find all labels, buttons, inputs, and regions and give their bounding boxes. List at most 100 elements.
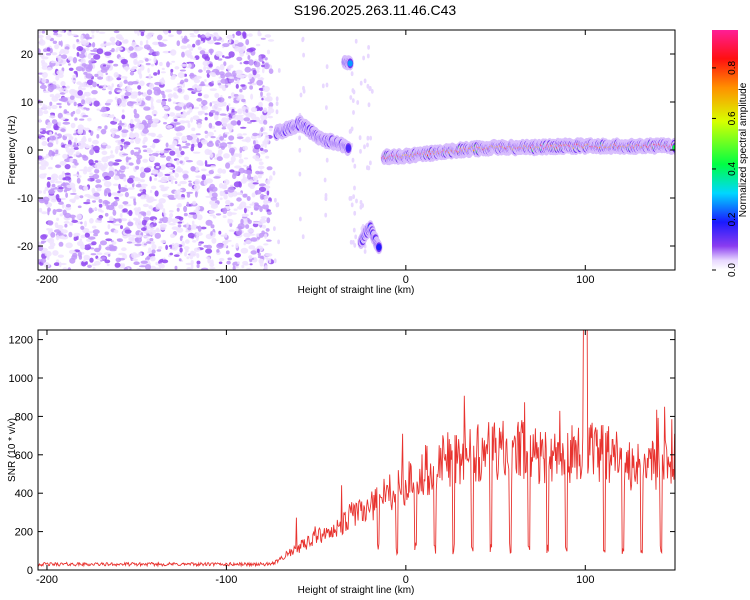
noise-blob bbox=[56, 224, 64, 229]
noise-blob bbox=[204, 160, 208, 166]
noise-blob bbox=[253, 144, 261, 150]
noise-blob bbox=[124, 191, 129, 198]
noise-blob bbox=[258, 106, 263, 112]
noise-blob bbox=[252, 132, 259, 137]
noise-blob bbox=[192, 240, 197, 243]
noise-blob bbox=[163, 113, 169, 120]
noise-blob bbox=[101, 165, 106, 172]
noise-blob bbox=[250, 237, 258, 242]
noise-blob bbox=[47, 142, 54, 148]
noise-blob bbox=[118, 252, 126, 256]
noise-blob bbox=[47, 177, 52, 180]
noise-blob bbox=[243, 157, 249, 160]
noise-blob bbox=[183, 73, 187, 77]
noise-blob bbox=[137, 206, 141, 213]
noise-blob bbox=[62, 49, 70, 55]
noise-blob bbox=[231, 190, 238, 197]
noise-blob bbox=[232, 265, 236, 270]
noise-blob bbox=[260, 114, 268, 121]
gap-streak bbox=[368, 86, 372, 91]
noise-blob bbox=[83, 130, 86, 135]
track-mid bbox=[345, 144, 351, 152]
noise-blob bbox=[257, 30, 261, 37]
noise-blob bbox=[142, 158, 149, 163]
noise-blob bbox=[93, 100, 100, 107]
noise-blob bbox=[228, 96, 232, 99]
gap-streak bbox=[298, 135, 301, 141]
noise-blob bbox=[121, 247, 127, 252]
noise-blob bbox=[53, 262, 60, 266]
noise-blob bbox=[67, 56, 74, 61]
noise-blob bbox=[195, 206, 201, 211]
noise-blob bbox=[246, 196, 251, 201]
noise-blob bbox=[191, 127, 196, 132]
noise-blob bbox=[96, 252, 103, 256]
gap-streak bbox=[299, 216, 302, 222]
noise-blob bbox=[214, 92, 220, 99]
noise-blob bbox=[205, 32, 211, 38]
noise-blob bbox=[170, 179, 174, 184]
noise-blob bbox=[64, 212, 72, 219]
noise-blob bbox=[73, 70, 78, 74]
noise-blob bbox=[73, 101, 77, 107]
noise-blob bbox=[153, 72, 158, 76]
noise-blob bbox=[86, 145, 93, 149]
noise-blob bbox=[241, 264, 245, 269]
gap-streak bbox=[325, 105, 328, 110]
noise-blob bbox=[43, 90, 50, 94]
gap-streak bbox=[351, 240, 355, 245]
xtick-label: 0 bbox=[403, 274, 409, 286]
noise-blob bbox=[145, 34, 153, 39]
noise-blob bbox=[102, 203, 106, 206]
noise-blob bbox=[133, 261, 140, 266]
track-mid bbox=[347, 60, 353, 67]
noise-blob bbox=[166, 61, 170, 68]
noise-blob bbox=[159, 184, 165, 189]
noise-blob bbox=[216, 156, 223, 162]
noise-blob bbox=[39, 84, 47, 90]
noise-blob bbox=[146, 210, 152, 216]
noise-blob bbox=[143, 136, 148, 143]
noise-blob bbox=[235, 266, 239, 269]
noise-blob bbox=[222, 207, 228, 214]
noise-blob bbox=[155, 51, 160, 56]
gap-streak bbox=[362, 55, 365, 61]
noise-blob bbox=[249, 85, 254, 90]
noise-blob bbox=[237, 48, 245, 53]
noise-blob bbox=[43, 110, 49, 115]
noise-blob bbox=[261, 97, 264, 101]
noise-blob bbox=[265, 253, 273, 257]
noise-blob bbox=[88, 236, 96, 240]
noise-blob bbox=[215, 50, 223, 57]
noise-blob bbox=[46, 255, 50, 261]
noise-blob bbox=[54, 222, 59, 229]
noise-blob bbox=[145, 95, 152, 101]
gap-streak bbox=[299, 92, 303, 98]
noise-blob bbox=[238, 158, 244, 164]
noise-blob bbox=[176, 207, 180, 212]
noise-blob bbox=[177, 72, 185, 79]
noise-blob bbox=[247, 173, 252, 180]
noise-blob bbox=[47, 189, 56, 195]
noise-blob bbox=[265, 228, 270, 232]
noise-blob bbox=[137, 85, 142, 90]
noise-blob bbox=[85, 73, 93, 79]
noise-blob bbox=[204, 79, 207, 82]
noise-blob bbox=[196, 137, 200, 144]
noise-blob bbox=[143, 106, 151, 111]
noise-blob bbox=[68, 249, 76, 254]
noise-blob bbox=[127, 221, 134, 227]
noise-blob bbox=[206, 141, 214, 147]
gap-streak bbox=[351, 88, 355, 93]
noise-blob bbox=[217, 107, 222, 111]
noise-blob bbox=[167, 93, 174, 99]
noise-blob bbox=[159, 43, 167, 47]
noise-blob bbox=[81, 40, 90, 46]
noise-blob bbox=[74, 117, 78, 121]
noise-blob bbox=[88, 175, 94, 178]
gap-streak bbox=[352, 194, 355, 200]
noise-blob bbox=[258, 232, 264, 238]
noise-blob bbox=[212, 202, 219, 207]
noise-blob bbox=[68, 63, 71, 66]
noise-blob bbox=[229, 184, 234, 187]
